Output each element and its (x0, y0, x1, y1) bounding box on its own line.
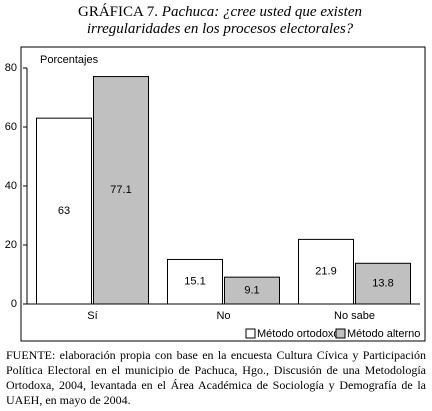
x-tick-label: No sabe (334, 310, 375, 322)
x-tick-label: Sí (87, 310, 97, 322)
title-block: GRÁFICA 7. Pachuca: ¿cree usted que exis… (30, 4, 410, 38)
bar (167, 258, 223, 305)
chart: Porcentajes 0 20 40 60 80 Sí 63 77.1 No 15.1 9.1 No… (5, 46, 426, 342)
bar-value-label: 15.1 (184, 276, 205, 288)
bar-value-label: 13.8 (372, 278, 393, 290)
legend-label: Método ortodoxo (257, 328, 340, 340)
legend-swatch (245, 328, 256, 339)
source-text: elaboración propia con base en la encues… (6, 348, 427, 407)
bar-value-label: 77.1 (110, 184, 131, 196)
title-label: GRÁFICA 7. (78, 4, 159, 20)
y-tick-label: 20 (5, 239, 17, 251)
bar (298, 238, 354, 305)
legend-label: Método alterno (347, 328, 420, 340)
bar (224, 276, 280, 305)
y-tick-label: 0 (11, 298, 17, 310)
chart-frame (20, 46, 426, 342)
y-axis-label: Porcentajes (40, 54, 99, 66)
legend-swatch (335, 328, 346, 339)
source-note: FUENTE: elaboración propia con base en l… (6, 348, 426, 408)
chart-title: Pachuca: ¿cree usted que existen irregul… (86, 4, 362, 37)
bar-value-label: 9.1 (244, 284, 259, 296)
y-tick-label: 80 (5, 62, 17, 74)
y-tick-label: 40 (5, 180, 17, 192)
y-tick-label: 60 (5, 121, 17, 133)
bar (93, 76, 149, 305)
bar-value-label: 63 (58, 205, 70, 217)
x-tick-label: No (216, 310, 230, 322)
bar-value-label: 21.9 (315, 266, 336, 278)
source-label: FUENTE: (6, 348, 56, 362)
bar (355, 262, 411, 305)
bar (36, 117, 92, 305)
